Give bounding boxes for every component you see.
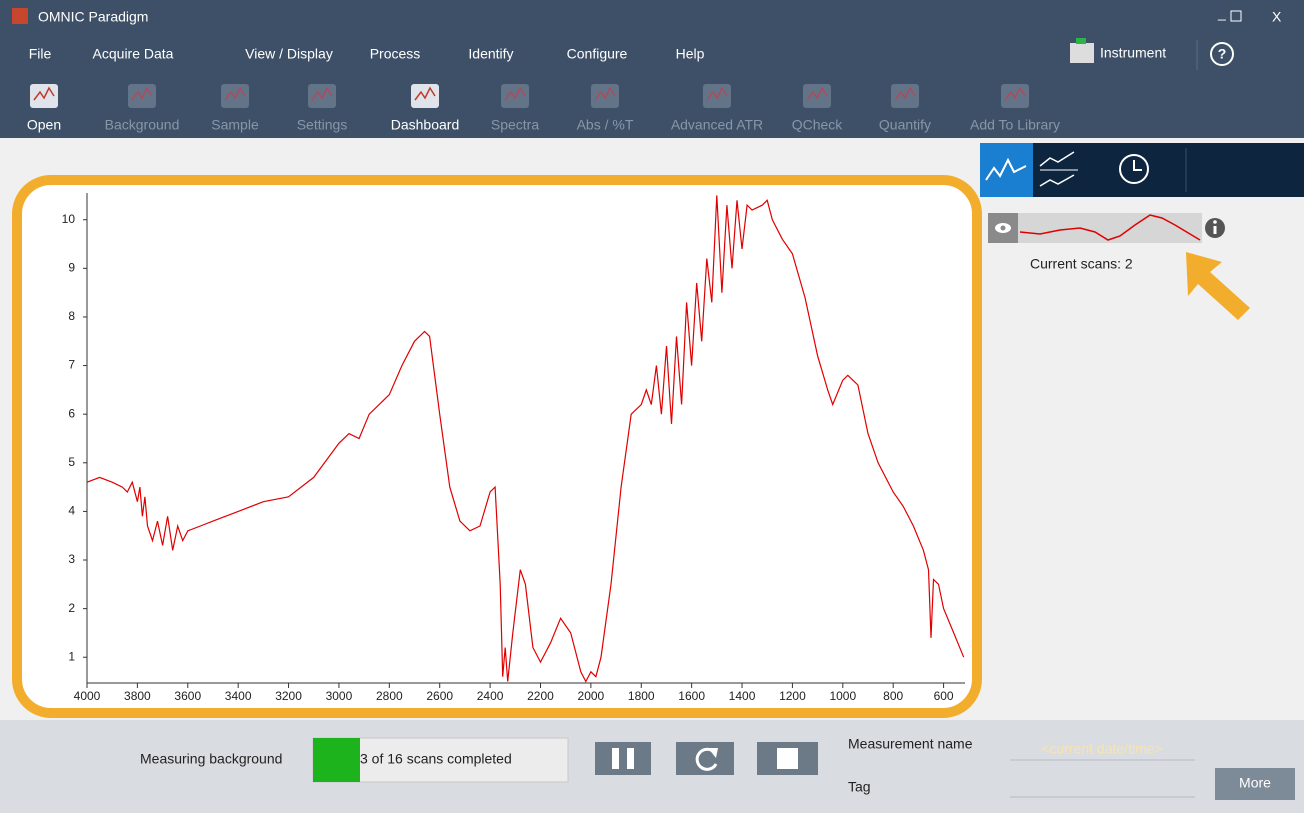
y-tick-label: 2 xyxy=(68,601,75,615)
toolbar-label[interactable]: Spectra xyxy=(491,117,539,133)
pause-icon xyxy=(612,748,619,769)
more-label: More xyxy=(1239,775,1271,791)
stop-icon xyxy=(777,748,798,769)
restore[interactable] xyxy=(1230,10,1242,22)
toolbar-icon-glyph xyxy=(806,86,828,101)
tab-icon xyxy=(985,157,1027,181)
x-tick-label: 800 xyxy=(883,689,903,703)
y-tick-label: 3 xyxy=(68,552,75,566)
toolbar-label[interactable]: Settings xyxy=(297,117,348,133)
thumbnail-spectrum xyxy=(1019,214,1201,241)
toolbar-icon-glyph xyxy=(594,86,616,101)
instrument-icon xyxy=(1070,43,1094,63)
info-icon xyxy=(1213,226,1217,234)
toolbar-icon-glyph xyxy=(706,86,728,101)
toolbar-label[interactable]: Open xyxy=(27,117,61,133)
x-tick-label: 3600 xyxy=(174,689,201,703)
tag-label: Tag xyxy=(848,779,871,795)
menu-item[interactable]: Configure xyxy=(567,46,628,62)
x-tick-label: 600 xyxy=(934,689,954,703)
x-tick-label: 1800 xyxy=(628,689,655,703)
toolbar-icon-glyph xyxy=(311,86,333,101)
toolbar-icon-glyph xyxy=(414,86,436,101)
restart-icon xyxy=(695,747,718,771)
help[interactable]: ? xyxy=(1218,46,1227,62)
x-tick-label: 3800 xyxy=(124,689,151,703)
menu-item[interactable]: Identify xyxy=(468,46,513,62)
y-tick-label: 7 xyxy=(68,358,75,372)
pause-button[interactable] xyxy=(595,742,651,775)
toolbar-label[interactable]: Sample xyxy=(211,117,259,133)
menu-item[interactable]: Process xyxy=(370,46,421,62)
chart-frame xyxy=(12,175,982,718)
instrument-led xyxy=(1076,38,1086,44)
chart: 1 2 3 4 5 6 7 8 9 10 4000 3800 3600 3400 3200 3000 2800 2… xyxy=(62,193,965,703)
tab-active[interactable] xyxy=(980,143,1033,197)
y-tick-label: 6 xyxy=(68,406,75,420)
x-tick-label: 2000 xyxy=(578,689,605,703)
history-icon xyxy=(1133,160,1142,171)
y-tick-label: 8 xyxy=(68,309,75,323)
progress-fill xyxy=(313,738,360,782)
help-circle[interactable] xyxy=(1210,42,1234,66)
pause-icon xyxy=(627,748,634,769)
y-tick-label: 1 xyxy=(68,649,75,663)
x-tick-label: 2400 xyxy=(477,689,504,703)
x-tick-label: 3000 xyxy=(326,689,353,703)
window-title: OMNIC Paradigm xyxy=(38,9,148,25)
y-tick-label: 4 xyxy=(68,504,75,518)
history-icon[interactable] xyxy=(1119,154,1149,184)
menu-item[interactable]: File xyxy=(29,46,52,62)
callout-arrow xyxy=(1186,252,1250,320)
x-tick-label: 1000 xyxy=(829,689,856,703)
eye-icon xyxy=(1000,225,1006,231)
x-tick-label: 4000 xyxy=(74,689,101,703)
current-scans: Current scans: 2 xyxy=(1030,256,1133,272)
menu-item[interactable]: Acquire Data xyxy=(93,46,174,62)
toolbar-icon-glyph xyxy=(894,86,916,101)
thumbnail[interactable] xyxy=(988,213,1202,243)
header-bg xyxy=(0,0,1304,138)
toolbar-label[interactable]: Dashboard xyxy=(391,117,460,133)
toolbar-label[interactable]: Background xyxy=(105,117,180,133)
close[interactable]: X xyxy=(1272,9,1282,25)
x-tick-label: 3400 xyxy=(225,689,252,703)
toolbar-label[interactable]: Abs / %T xyxy=(577,117,634,133)
spectrum-line xyxy=(86,195,965,683)
instrument[interactable]: Instrument xyxy=(1100,45,1166,61)
toolbar-icon-glyph xyxy=(224,86,246,101)
progress-text: 3 of 16 scans completed xyxy=(360,751,512,767)
measurement-name-input[interactable]: <current date/time> xyxy=(1041,741,1162,757)
app-icon xyxy=(12,8,28,24)
toolbar-label[interactable]: QCheck xyxy=(792,117,844,133)
restart-icon xyxy=(708,748,718,758)
x-tick-label: 1400 xyxy=(729,689,756,703)
toolbar-label[interactable]: Quantify xyxy=(879,117,931,133)
toolbar-icon-glyph xyxy=(33,86,55,101)
toolbar-icon-glyph xyxy=(131,86,153,101)
measurement-name-label: Measurement name xyxy=(848,736,973,752)
x-tick-label: 2200 xyxy=(527,689,554,703)
status-label: Measuring background xyxy=(140,751,282,767)
more-button[interactable] xyxy=(1215,768,1295,800)
toolbar-label[interactable]: Advanced ATR xyxy=(671,117,763,133)
toolbar-icon-glyph xyxy=(1004,86,1026,101)
x-tick-label: 2800 xyxy=(376,689,403,703)
tab-icon xyxy=(1039,151,1075,167)
y-tick-label: 5 xyxy=(68,455,75,469)
toolbar-label[interactable]: Add To Library xyxy=(970,117,1060,133)
x-tick-label: 1200 xyxy=(779,689,806,703)
x-tick-label: 1600 xyxy=(678,689,705,703)
menu-item[interactable]: Help xyxy=(676,46,705,62)
x-tick-label: 3200 xyxy=(275,689,302,703)
y-tick-label: 10 xyxy=(62,212,76,226)
tab-icon xyxy=(1039,174,1075,187)
menu-item[interactable]: View / Display xyxy=(245,46,333,62)
y-tick-label: 9 xyxy=(68,261,75,275)
minimize[interactable]: _ xyxy=(1217,5,1226,21)
info-icon xyxy=(1213,220,1217,224)
toolbar-icon-glyph xyxy=(504,86,526,101)
x-tick-label: 2600 xyxy=(426,689,453,703)
